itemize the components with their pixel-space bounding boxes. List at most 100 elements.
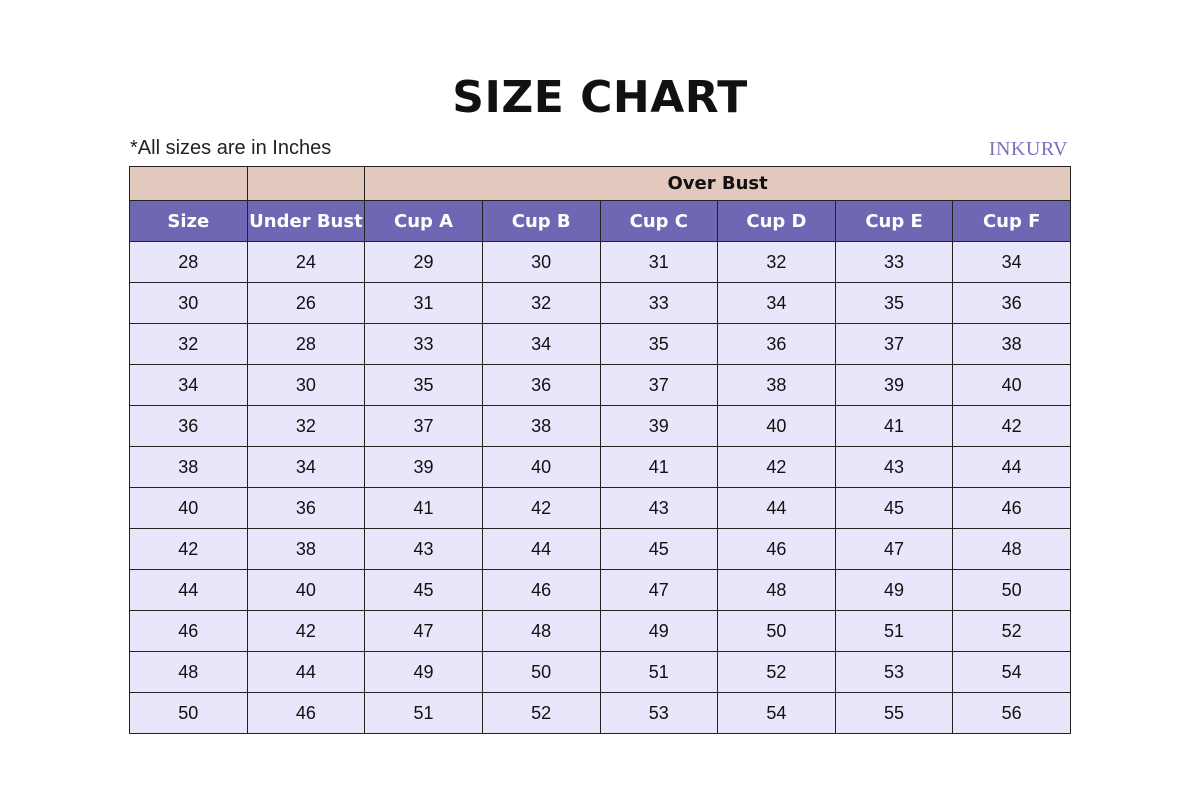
table-cell: 48 (481, 610, 601, 652)
over-bust-header: Over Bust (364, 166, 1071, 201)
table-cell: 46 (481, 569, 601, 611)
table-cell: 50 (129, 692, 248, 734)
table-cell: 56 (952, 692, 1071, 734)
table-cell: 52 (481, 692, 601, 734)
table-cell: 31 (364, 282, 483, 324)
table-cell: 38 (717, 364, 836, 406)
table-cell: 30 (246, 364, 366, 406)
table-cell: 44 (246, 651, 366, 693)
table-cell: 42 (717, 446, 836, 488)
table-cell: 43 (364, 528, 483, 570)
column-header: Cup F (952, 200, 1071, 242)
table-cell: 30 (129, 282, 248, 324)
table-cell: 41 (599, 446, 719, 488)
table-cell: 49 (599, 610, 719, 652)
table-cell: 36 (246, 487, 366, 529)
table-row: 28 24 29 30 31 32 33 34 (129, 241, 1071, 283)
table-cell: 34 (952, 241, 1071, 283)
table-cell: 47 (364, 610, 483, 652)
table-cell: 53 (599, 692, 719, 734)
table-cell: 34 (481, 323, 601, 365)
column-header: Cup E (834, 200, 954, 242)
column-header: Cup C (599, 200, 719, 242)
group-header-row: Over Bust (129, 166, 1071, 201)
table-cell: 37 (834, 323, 954, 365)
column-header: Cup A (364, 200, 483, 242)
table-cell: 46 (246, 692, 366, 734)
table-cell: 45 (364, 569, 483, 611)
table-cell: 51 (364, 692, 483, 734)
table-cell: 40 (129, 487, 248, 529)
table-cell: 50 (952, 569, 1071, 611)
table-cell: 38 (952, 323, 1071, 365)
table-cell: 43 (599, 487, 719, 529)
table-cell: 34 (129, 364, 248, 406)
table-cell: 48 (952, 528, 1071, 570)
table-cell: 29 (364, 241, 483, 283)
table-row: 46 42 47 48 49 50 51 52 (129, 610, 1071, 652)
table-cell: 35 (599, 323, 719, 365)
table-cell: 37 (599, 364, 719, 406)
table-cell: 39 (834, 364, 954, 406)
table-row: 48 44 49 50 51 52 53 54 (129, 651, 1071, 693)
table-cell: 48 (129, 651, 248, 693)
table-cell: 26 (246, 282, 366, 324)
table-cell: 33 (364, 323, 483, 365)
table-cell: 28 (129, 241, 248, 283)
column-header: Size (129, 200, 248, 242)
table-cell: 43 (834, 446, 954, 488)
table-cell: 35 (364, 364, 483, 406)
table-cell: 41 (364, 487, 483, 529)
table-cell: 40 (717, 405, 836, 447)
table-cell: 45 (834, 487, 954, 529)
table-row: 36 32 37 38 39 40 41 42 (129, 405, 1071, 447)
brand-logo: INKURV (988, 138, 1068, 160)
table-cell: 42 (129, 528, 248, 570)
table-cell: 37 (364, 405, 483, 447)
table-cell: 24 (246, 241, 366, 283)
table-cell: 54 (717, 692, 836, 734)
table-cell: 34 (717, 282, 836, 324)
table-cell: 30 (481, 241, 601, 283)
table-cell: 33 (834, 241, 954, 283)
table-cell: 42 (481, 487, 601, 529)
table-cell: 46 (952, 487, 1071, 529)
table-row: 30 26 31 32 33 34 35 36 (129, 282, 1071, 324)
table-row: 38 34 39 40 41 42 43 44 (129, 446, 1071, 488)
table-cell: 32 (129, 323, 248, 365)
table-cell: 46 (717, 528, 836, 570)
empty-header-cell (246, 166, 366, 201)
table-cell: 46 (129, 610, 248, 652)
table-cell: 47 (599, 569, 719, 611)
table-cell: 40 (246, 569, 366, 611)
table-cell: 32 (717, 241, 836, 283)
table-cell: 32 (481, 282, 601, 324)
table-cell: 42 (952, 405, 1071, 447)
table-row: 44 40 45 46 47 48 49 50 (129, 569, 1071, 611)
table-cell: 36 (717, 323, 836, 365)
table-cell: 40 (952, 364, 1071, 406)
table-cell: 49 (364, 651, 483, 693)
table-cell: 51 (834, 610, 954, 652)
table-cell: 36 (952, 282, 1071, 324)
table-row: 50 46 51 52 53 54 55 56 (129, 692, 1071, 734)
table-cell: 44 (952, 446, 1071, 488)
column-header: Cup B (481, 200, 601, 242)
table-cell: 39 (364, 446, 483, 488)
column-header: Under Bust (246, 200, 366, 242)
empty-header-cell (129, 166, 248, 201)
table-cell: 38 (481, 405, 601, 447)
table-row: 32 28 33 34 35 36 37 38 (129, 323, 1071, 365)
table-cell: 31 (599, 241, 719, 283)
table-cell: 36 (129, 405, 248, 447)
table-cell: 32 (246, 405, 366, 447)
table-cell: 40 (481, 446, 601, 488)
table-cell: 52 (952, 610, 1071, 652)
table-row: 42 38 43 44 45 46 47 48 (129, 528, 1071, 570)
page-title: SIZE CHART (452, 72, 748, 123)
table-cell: 45 (599, 528, 719, 570)
table-cell: 44 (129, 569, 248, 611)
table-cell: 48 (717, 569, 836, 611)
table-cell: 28 (246, 323, 366, 365)
